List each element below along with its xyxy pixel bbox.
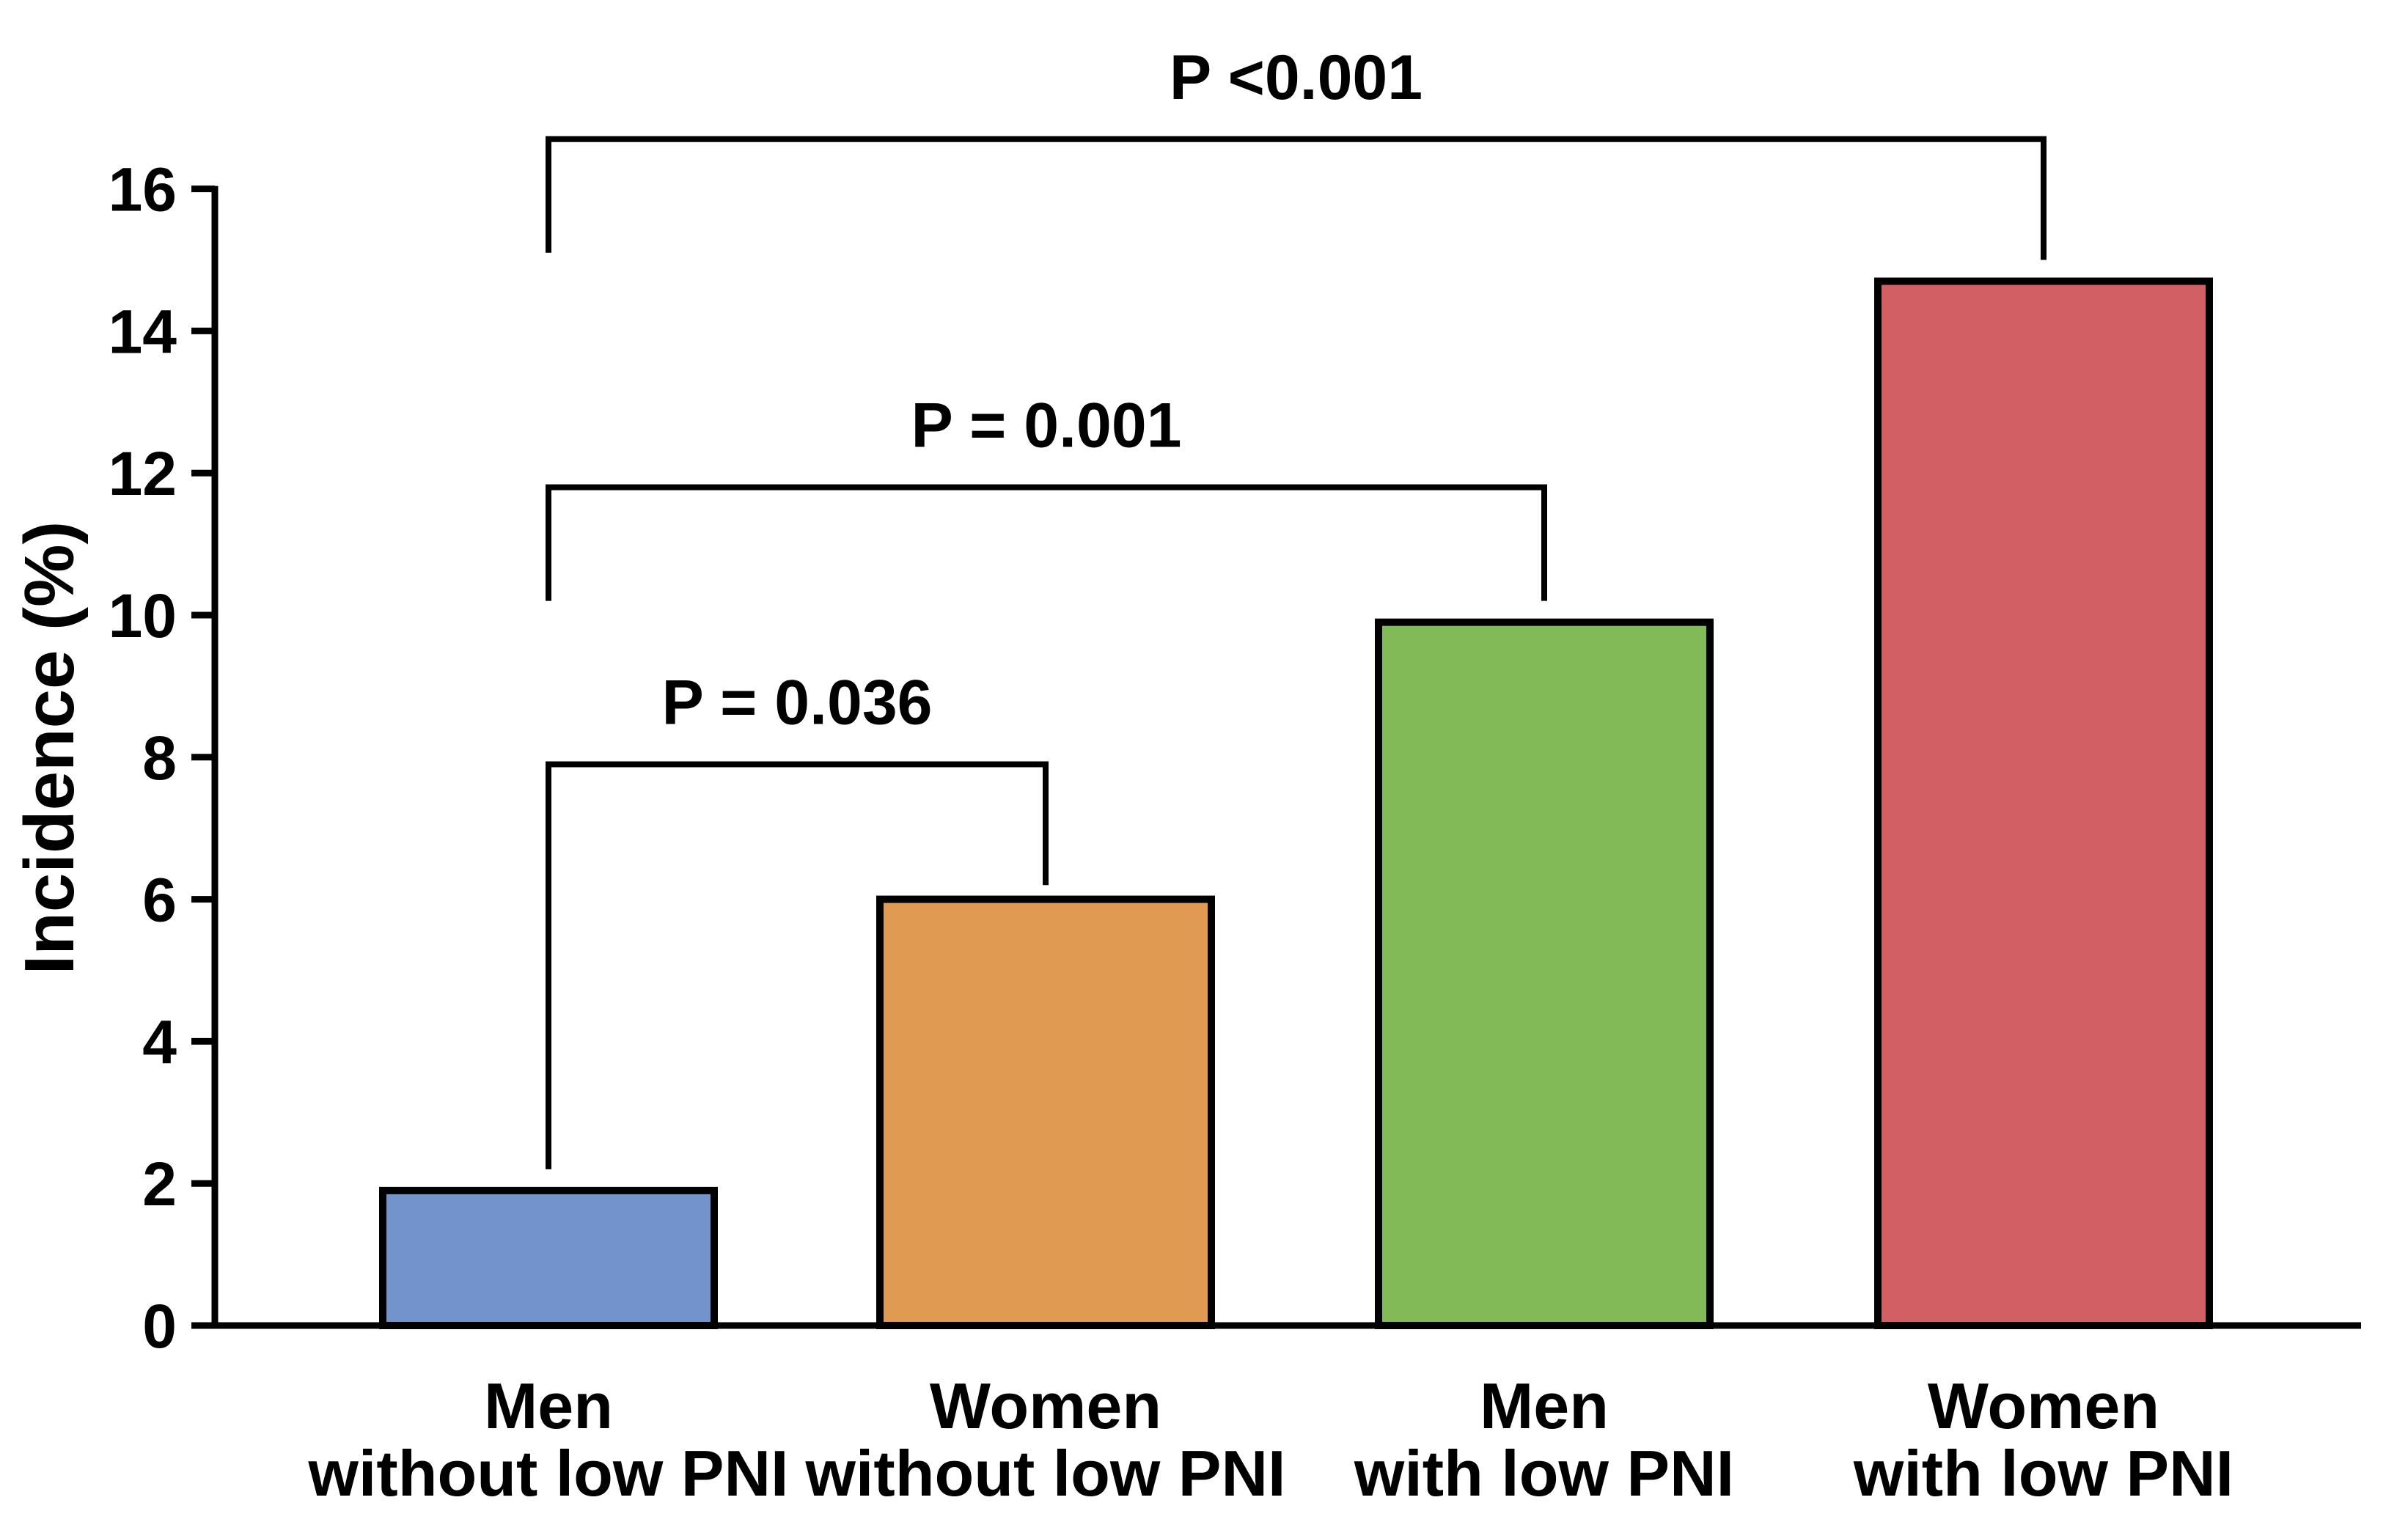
x-category-label-men-without-low-pni: Men without low PNI [307, 1370, 788, 1510]
p-value-label-1: P = 0.036 [661, 667, 932, 738]
y-tick-label-14: 14 [109, 297, 177, 366]
x-category-line: Men [484, 1370, 613, 1442]
x-category-label-women-without-low-pni: Women without low PNI [804, 1370, 1285, 1510]
x-category-line: without low PNI [804, 1437, 1285, 1510]
x-category-line: Women [930, 1370, 1161, 1442]
x-category-line: without low PNI [307, 1437, 788, 1510]
x-category-line: with low PNI [1853, 1437, 2233, 1510]
y-tick-label-10: 10 [109, 581, 177, 650]
y-axis-title: Incidence (%) [10, 521, 89, 975]
bar-men-without-low-pni [379, 1186, 718, 1330]
x-category-label-men-with-low-pni: Men with low PNI [1354, 1370, 1734, 1510]
y-tick-label-12: 12 [109, 439, 177, 508]
y-tick-label-4: 4 [142, 1007, 177, 1076]
y-tick-label-6: 6 [142, 866, 177, 935]
p-value-label-2: P = 0.001 [911, 391, 1181, 461]
y-tick-label-8: 8 [142, 724, 177, 793]
bar-men-with-low-pni [1375, 618, 1714, 1329]
x-category-label-women-with-low-pni: Women with low PNI [1853, 1370, 2233, 1510]
bar-women-without-low-pni [876, 895, 1215, 1329]
significance-bracket-1 [546, 761, 1049, 1169]
significance-bracket-2 [546, 484, 1547, 601]
y-tick-label-2: 2 [142, 1150, 177, 1218]
x-category-line: Women [1928, 1370, 2159, 1442]
y-tick-label-16: 16 [109, 155, 177, 224]
y-tick-label-0: 0 [142, 1292, 177, 1361]
significance-bracket-3 [546, 136, 2047, 260]
x-category-line: with low PNI [1354, 1437, 1734, 1510]
p-value-label-3: P <0.001 [1170, 43, 1423, 113]
bar-women-with-low-pni [1874, 277, 2213, 1330]
x-category-line: Men [1480, 1370, 1609, 1442]
